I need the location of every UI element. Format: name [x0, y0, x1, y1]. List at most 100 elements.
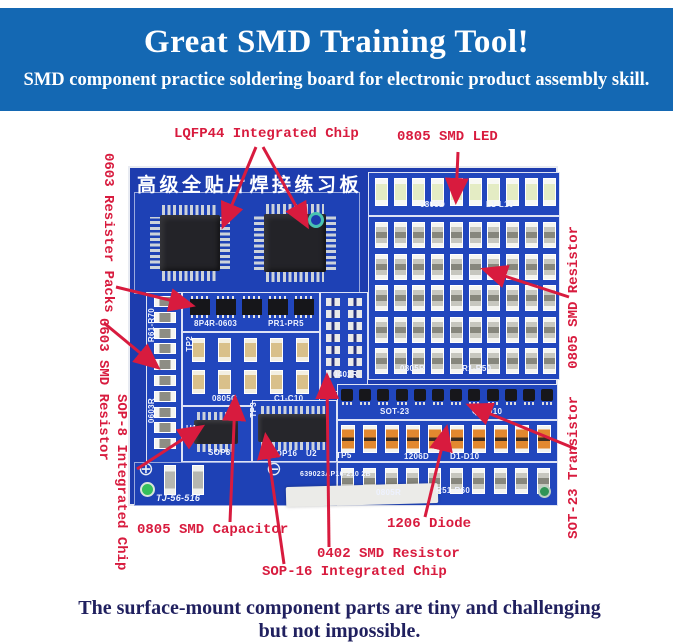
chip-pins — [261, 406, 325, 414]
silkscreen-sot-range: Q1-Q10 — [472, 407, 503, 416]
smd-resistor-0805 — [412, 222, 426, 248]
footer-line2: but not impossible. — [258, 620, 421, 642]
smd-resistor-0805 — [487, 316, 501, 343]
smd-resistor-0805 — [431, 316, 445, 343]
chip-pins — [150, 217, 160, 269]
smd-resistor-0603 — [154, 327, 176, 339]
silkscreen-tp2: TP2 — [185, 336, 194, 352]
label-1206-diode: 1206 Diode — [387, 516, 472, 532]
silkscreen-diode-range: D1-D10 — [450, 452, 480, 461]
smd-diode-1206 — [428, 425, 443, 453]
smd-capacitor-0805 — [296, 370, 309, 394]
silkscreen-sot-type: SOT-23 — [380, 407, 410, 416]
smd-resistor-0603 — [154, 296, 176, 307]
smd-resistor-0402 — [326, 322, 340, 330]
smd-resistor-0805 — [431, 222, 445, 248]
silkscreen-r60-type: 0805R — [376, 488, 402, 497]
screw-hole-icon: ⊖ — [266, 458, 282, 480]
smd-resistor-0402 — [326, 358, 340, 366]
smd-led-0805 — [375, 178, 388, 206]
label-smd-led: 0805 SMD LED — [397, 129, 498, 145]
smd-capacitor-0805 — [218, 370, 231, 394]
silkscreen-led-range: L1-L10 — [486, 200, 514, 209]
silkscreen-tp3: TP3 — [249, 402, 258, 418]
smd-resistor-0402 — [348, 322, 362, 330]
chip-body — [194, 420, 238, 444]
smd-led-0805 — [412, 178, 426, 206]
silkscreen-0402-type: 0402R — [333, 370, 359, 379]
silkscreen-board-id: 639023AP16-210 2B — [300, 471, 371, 478]
smd-resistor-0805 — [468, 348, 482, 374]
smd-resistor-0805 — [505, 222, 519, 248]
smd-diode-1206 — [341, 425, 355, 453]
smd-resistor-0805 — [468, 222, 482, 248]
label-resister-packs: 0603 Resister Packs — [100, 153, 116, 313]
smd-resistor-0805 — [449, 316, 463, 343]
sop8-chip — [194, 412, 238, 452]
smd-resistor-0805 — [493, 468, 507, 494]
smd-resistor-0805 — [412, 316, 426, 343]
smd-resistor-0402 — [326, 298, 340, 306]
smd-resistor-0805 — [515, 468, 529, 494]
smd-led-0805 — [487, 178, 501, 206]
smd-resistor-0805 — [468, 316, 482, 343]
smd-led-0805 — [393, 178, 407, 206]
footer-text: The surface-mount component parts are ti… — [0, 597, 679, 643]
smd-resistor-0805 — [468, 285, 482, 311]
sot23-transistor — [450, 389, 463, 405]
smd-capacitor-0805 — [244, 338, 257, 362]
silkscreen-r50-type: 0805R — [400, 364, 426, 373]
smd-resistor-0805 — [543, 285, 557, 311]
smd-resistor-0805 — [449, 222, 463, 248]
smd-resistor-0805 — [449, 348, 463, 374]
label-0402-resistor: 0402 SMD Resistor — [317, 546, 460, 562]
smd-resistor-0402 — [326, 310, 340, 318]
silkscreen-pack-range: PR1-PR5 — [268, 319, 304, 328]
smd-resistor-0805 — [505, 285, 519, 311]
resistor-pack-0603 — [242, 296, 262, 318]
smd-resistor-0402 — [326, 334, 340, 342]
resistor-pack-0603 — [216, 296, 236, 318]
smd-resistor-0805 — [449, 285, 463, 311]
lqfp44-chip-right — [254, 204, 336, 282]
silkscreen-sop8-label: SOP8 — [208, 448, 231, 457]
smd-resistor-0805 — [431, 253, 445, 280]
chip-pins — [162, 205, 218, 215]
smd-capacitor-0805 — [192, 370, 205, 394]
resistor-pack-0603 — [268, 296, 288, 318]
sot23-transistor — [359, 389, 372, 405]
label-sop8: SOP-8 Integrated Chip — [113, 394, 129, 571]
smd-resistor-0805 — [524, 253, 538, 280]
green-led-icon — [140, 482, 155, 497]
silkscreen-cap-type: 0805C — [212, 394, 238, 403]
silkscreen-model: TJ-56-516 — [156, 493, 201, 503]
chip-pins — [162, 271, 218, 281]
smd-resistor-0805 — [412, 285, 426, 311]
smd-led-0805 — [468, 178, 482, 206]
smd-resistor-0603 — [154, 359, 176, 371]
silkscreen-diode-type: 1206D — [404, 452, 430, 461]
smd-resistor-0805 — [412, 253, 426, 280]
label-0805-capacitor: 0805 SMD Capacitor — [137, 522, 289, 538]
smd-component — [164, 465, 176, 495]
smd-capacitor-0805 — [244, 370, 257, 394]
smd-resistor-0805 — [393, 285, 407, 311]
smd-capacitor-0805 — [218, 338, 231, 362]
smd-resistor-0805 — [393, 222, 407, 248]
chip-body — [160, 215, 220, 271]
label-0603-resistor: 0603 SMD Resistor — [95, 318, 111, 461]
sot23-transistor — [341, 389, 353, 405]
chip-pins — [266, 272, 324, 282]
smd-resistor-0805 — [471, 468, 485, 494]
silkscreen-cap-range: C1-C10 — [274, 394, 304, 403]
smd-resistor-0805 — [505, 348, 519, 374]
smd-resistor-0805 — [375, 348, 388, 374]
smd-resistor-0805 — [375, 285, 388, 311]
smd-resistor-0603 — [154, 406, 176, 418]
pcb-title-chinese: 高级全贴片焊接练习板 — [137, 175, 363, 196]
label-0805-resistor: 0805 SMD Resistor — [566, 226, 582, 369]
smd-resistor-0805 — [375, 253, 388, 280]
label-sot23: SOT-23 Transistor — [566, 396, 582, 539]
smd-resistor-0805 — [543, 316, 557, 343]
smd-led-0805 — [524, 178, 538, 206]
